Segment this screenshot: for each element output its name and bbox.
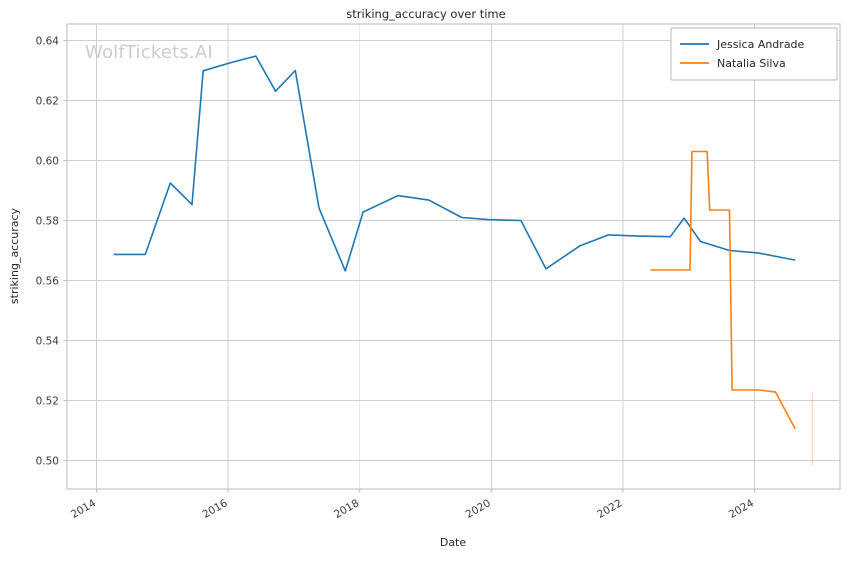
y-tick-label: 0.58 [36, 216, 59, 228]
y-tick-label: 0.54 [36, 336, 60, 348]
series-line [650, 150, 796, 430]
legend-item-label[interactable]: Natalia Silva [717, 57, 786, 70]
y-tick-label: 0.50 [36, 456, 59, 468]
chart-title: striking_accuracy over time [346, 7, 505, 21]
y-tick-label: 0.64 [36, 36, 60, 48]
legend-item-label[interactable]: Jessica Andrade [716, 38, 805, 51]
y-axis-label: striking_accuracy [8, 207, 21, 304]
y-gridlines [67, 40, 840, 461]
watermark-label: WolfTickets.AI [85, 42, 213, 63]
y-axis-ticks: 0.50 0.52 0.54 0.56 0.58 0.60 0.62 0.64 [36, 36, 67, 468]
chart-legend[interactable]: Jessica Andrade Natalia Silva [670, 27, 838, 81]
legend-box [670, 27, 838, 81]
y-tick-label: 0.52 [36, 396, 59, 408]
x-gridlines [96, 24, 755, 489]
plot-area [66, 23, 841, 490]
series-line [113, 55, 796, 272]
y-tick-label: 0.56 [36, 276, 60, 288]
y-tick-label: 0.60 [36, 156, 59, 168]
x-axis-label: Date [440, 536, 467, 549]
series-lines [113, 55, 796, 430]
y-tick-label: 0.62 [36, 96, 59, 108]
